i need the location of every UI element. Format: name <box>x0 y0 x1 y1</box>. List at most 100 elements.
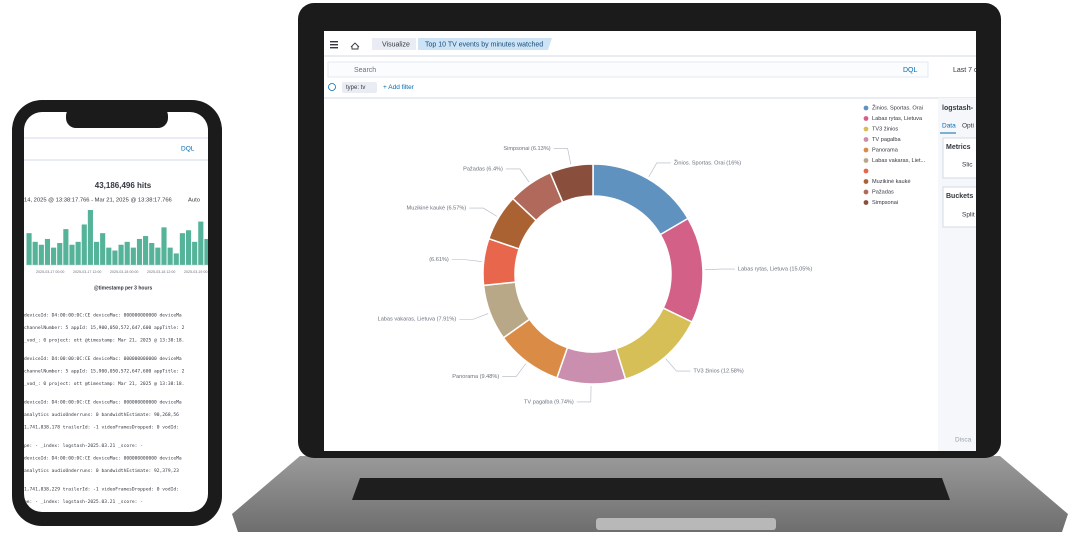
home-icon[interactable] <box>350 42 360 50</box>
histogram-bar <box>106 247 112 265</box>
legend-swatch <box>863 168 869 174</box>
interval[interactable]: Auto <box>188 198 200 204</box>
histogram-bar <box>69 244 75 265</box>
search-bar[interactable] <box>327 61 929 78</box>
legend-label[interactable]: Žinios. Sportas. Orai <box>872 103 923 111</box>
filter[interactable]: type: tv <box>346 85 365 91</box>
time-picker[interactable]: Last 7 d <box>953 67 978 74</box>
histogram-bar <box>124 241 130 265</box>
legend-label[interactable]: Muzikinė kaukė <box>872 179 911 185</box>
document-row: deviceId: D4:00:00:0C:CE deviceMac: 0000… <box>24 356 182 362</box>
histogram-bar <box>51 247 57 265</box>
histogram-bar <box>179 233 185 265</box>
add-filter[interactable]: + Add filter <box>383 84 415 91</box>
x-tick-label: 2025-03-17 12:00 <box>73 270 101 274</box>
legend-swatch <box>863 158 869 163</box>
filter-icon[interactable] <box>328 83 336 91</box>
breadcrumb-bg <box>372 38 416 50</box>
legend-swatch <box>863 179 869 184</box>
document-row: channelNumber: 5 appId: 15,900,050,572,6… <box>24 325 185 331</box>
phone-screen <box>24 112 208 512</box>
x-tick-label: 2025-03-19 00:00 <box>184 270 212 274</box>
leader-line <box>553 148 572 165</box>
index-name: logstash- <box>942 105 974 112</box>
histogram-bar <box>192 241 198 265</box>
legend-label[interactable]: Panorama <box>872 147 899 153</box>
document-row: _vod_: 0 project: ott @timestamp: Mar 21… <box>24 338 184 344</box>
document-row: channelNumber: 5 appId: 15,900,050,572,6… <box>24 369 185 375</box>
document-row: deviceId: D4:00:00:0C:CE deviceMac: 0000… <box>24 400 182 406</box>
breadcrumb-bg <box>418 38 552 50</box>
donut-slice <box>549 163 594 204</box>
legend-label[interactable]: Pažadas <box>872 189 894 195</box>
histogram-bar <box>100 233 106 265</box>
legend-label[interactable]: TV3 žinios <box>872 126 898 132</box>
trackpad <box>596 518 776 530</box>
histogram-bar <box>112 250 118 265</box>
search-placeholder[interactable]: Search <box>354 67 376 74</box>
histogram-bar <box>26 233 32 265</box>
query-language[interactable]: DQL <box>903 67 918 74</box>
agg[interactable]: Split <box>962 212 975 219</box>
legend-swatch <box>863 189 869 195</box>
histogram-bar <box>155 247 161 265</box>
leader-line <box>648 162 671 178</box>
histogram-bar <box>32 241 38 265</box>
document-row: 1,741,838,229 trailerId: -1 videoFramesD… <box>24 487 179 493</box>
laptop-screen <box>324 31 976 451</box>
document-row: _vod_: 0 project: ott @timestamp: Mar 21… <box>24 381 184 387</box>
query-language[interactable]: DQL <box>181 146 195 153</box>
leader-line <box>704 268 735 270</box>
document-row: analytics audioUnderruns: 0 bandwidthEst… <box>24 468 179 474</box>
section-title: Buckets <box>946 193 973 200</box>
legend-swatch <box>863 105 869 111</box>
date-range: 14, 2025 @ 13:38:17.766 - Mar 21, 2025 @… <box>24 198 172 204</box>
tab[interactable]: Data <box>942 123 956 130</box>
breadcrumb[interactable]: Visualize <box>382 41 410 48</box>
slice-label: TV3 žinios (12.58%) <box>693 369 744 375</box>
phone-notch <box>66 106 168 128</box>
tab[interactable]: Opti <box>962 123 974 130</box>
leader-line <box>502 363 527 377</box>
document-row: deviceId: D4:00:00:0C:CE deviceMac: 0000… <box>24 313 182 319</box>
histogram-bar <box>44 238 51 265</box>
document-row: analytics audioUnderruns: 0 bandwidthEst… <box>24 412 179 418</box>
document-row: deviceId: D4:00:00:0C:CE deviceMac: 0000… <box>24 456 182 462</box>
legend-swatch <box>863 126 869 132</box>
keyboard <box>352 478 950 500</box>
panel-card <box>942 137 976 179</box>
histogram-bar <box>130 247 136 265</box>
legend-label[interactable]: TV pagalba <box>872 137 901 143</box>
slice-label: Simpsonai (6.13%) <box>503 146 550 152</box>
legend-label[interactable]: Simpsonai <box>872 200 898 206</box>
histogram-bar <box>57 243 63 265</box>
histogram-bar <box>161 227 167 265</box>
histogram-bar <box>75 241 81 265</box>
histogram-bar <box>149 243 155 265</box>
legend-label[interactable]: Labas vakaras, Liet... <box>872 158 926 164</box>
legend-label[interactable]: Labas rytas, Lietuva <box>872 116 923 122</box>
legend-swatch <box>863 200 869 205</box>
slice-label: (6.61%) <box>429 257 449 263</box>
legend-swatch <box>863 137 869 142</box>
histogram-bar <box>93 241 100 265</box>
filter-pill[interactable] <box>342 82 377 93</box>
discard-button[interactable]: Disca <box>955 437 972 444</box>
agg[interactable]: Slic <box>962 162 973 169</box>
slice-label: Muzikinė kaukė (6.57%) <box>407 206 467 212</box>
document-row: 1,741,838,178 trailerId: -1 videoFramesD… <box>24 425 179 431</box>
histogram-bar <box>143 236 149 265</box>
histogram-bar <box>204 238 208 265</box>
menu-icon[interactable] <box>330 41 338 49</box>
x-tick-label: 2025-03-17 00:00 <box>36 270 64 274</box>
donut-slice <box>555 346 627 385</box>
leader-line <box>451 259 482 262</box>
slice-label: Pažadas (6.4%) <box>463 166 503 172</box>
leader-line <box>665 358 691 372</box>
breadcrumb[interactable]: Top 10 TV events by minutes watched <box>425 41 543 48</box>
histogram-bar <box>198 221 204 265</box>
phone-app: DQL 43,186,496 hits 14, 2025 @ 13:38:17.… <box>24 137 212 505</box>
slice-label: Žinios. Sportas. Orai (16%) <box>674 158 742 166</box>
x-tick-label: 2025-03-18 12:00 <box>147 270 175 274</box>
